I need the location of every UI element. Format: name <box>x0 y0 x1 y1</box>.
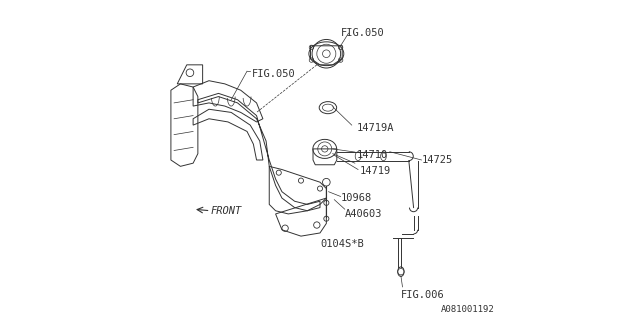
Text: 0104S*B: 0104S*B <box>320 239 364 249</box>
Text: FRONT: FRONT <box>211 206 242 216</box>
Text: A40603: A40603 <box>345 209 382 219</box>
Text: 10968: 10968 <box>340 193 372 203</box>
Text: 14719A: 14719A <box>356 123 394 133</box>
Text: FIG.006: FIG.006 <box>401 290 445 300</box>
Text: 14719: 14719 <box>360 166 391 176</box>
Text: A081001192: A081001192 <box>440 305 494 314</box>
Text: FIG.050: FIG.050 <box>252 69 296 79</box>
Text: 14725: 14725 <box>422 155 452 165</box>
Text: FIG.050: FIG.050 <box>340 28 385 38</box>
Text: 14710: 14710 <box>356 150 388 160</box>
